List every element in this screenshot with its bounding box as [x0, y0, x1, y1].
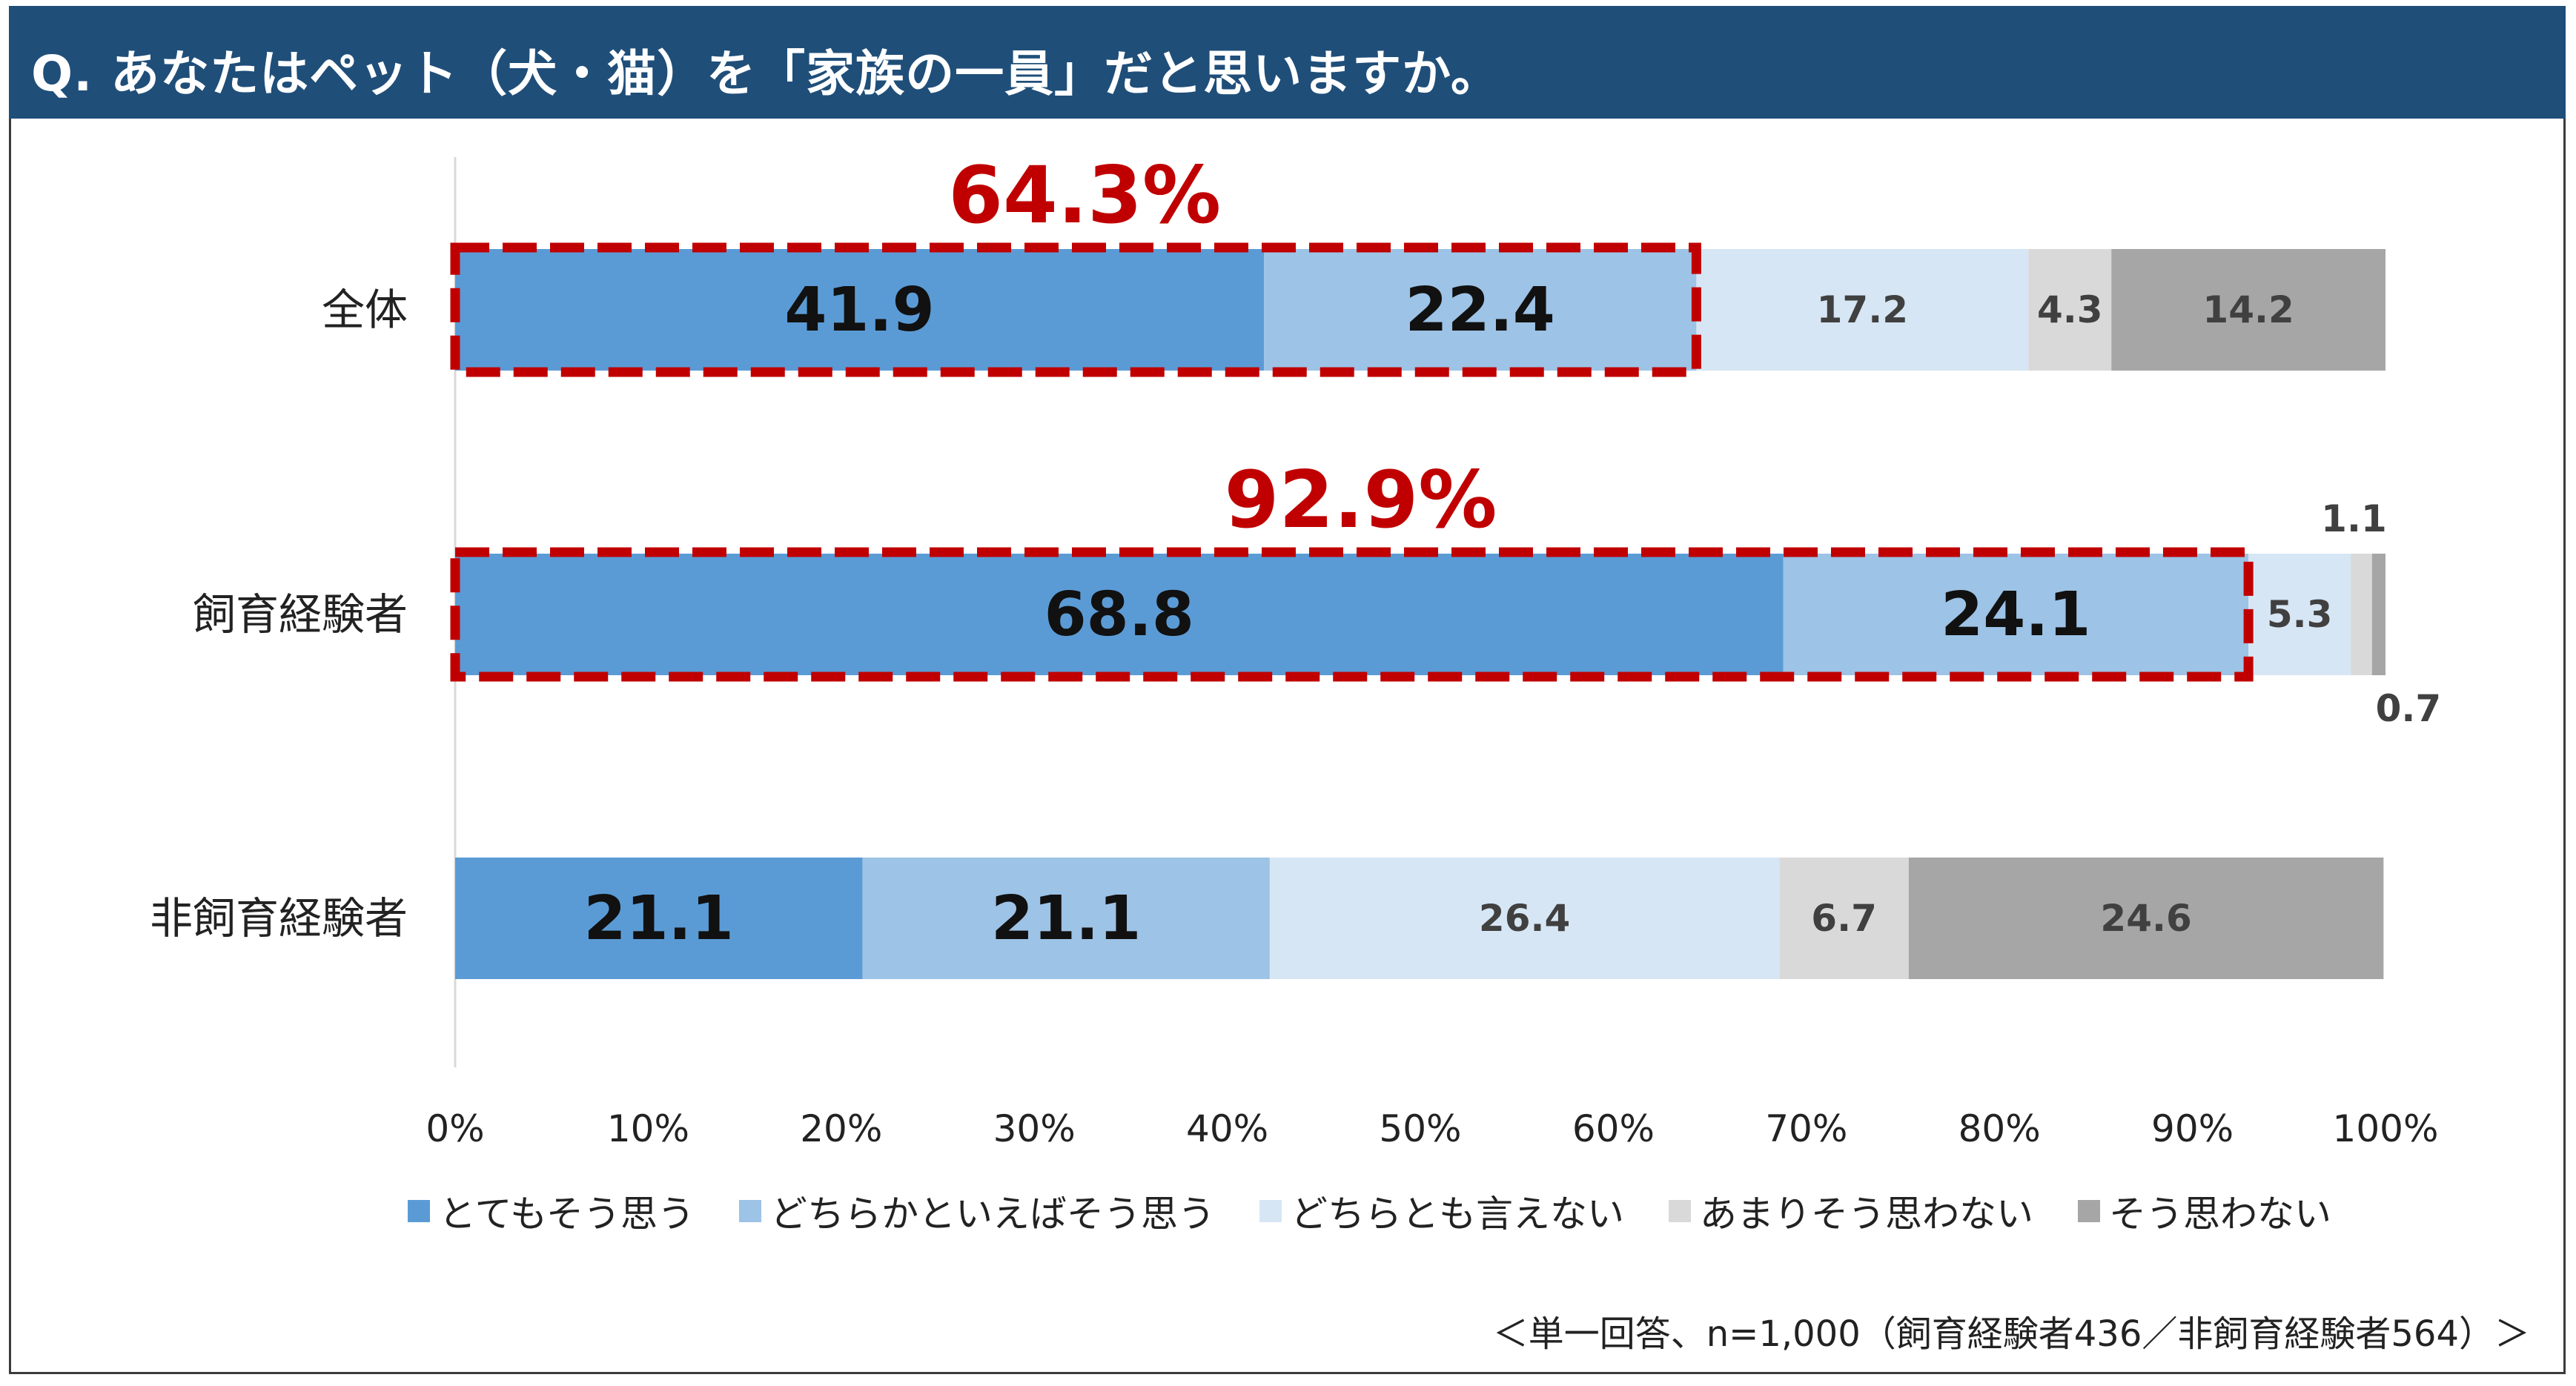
- legend-label: あまりそう思わない: [1700, 1193, 2033, 1236]
- x-tick-label: 90%: [2151, 1107, 2234, 1150]
- data-label: 6.7: [1811, 897, 1877, 940]
- legend-label: そう思わない: [2109, 1193, 2331, 1236]
- bar-segment: [2371, 554, 2385, 675]
- category-label: 非飼育経験者: [150, 893, 408, 944]
- legend-label: どちらかといえばそう思う: [770, 1193, 1215, 1236]
- x-tick-label: 100%: [2333, 1107, 2439, 1150]
- legend-item: どちらかといえばそう思う: [739, 1184, 1215, 1238]
- x-tick-label: 40%: [1186, 1107, 1268, 1150]
- bar-segment: [455, 249, 1265, 371]
- chart-legend: とてもそう思う どちらかといえばそう思う どちらとも言えない あまりそう思わない そう思…: [408, 1184, 2376, 1238]
- legend-label: どちらとも言えない: [1291, 1193, 1624, 1236]
- bar-segment: [455, 858, 863, 979]
- data-label: 68.8: [1044, 580, 1194, 650]
- legend-label: とてもそう思う: [439, 1193, 695, 1236]
- data-label: 41.9: [784, 275, 934, 345]
- highlight-total-label: 92.9%: [1225, 454, 1497, 546]
- data-label: 24.1: [1941, 580, 2090, 650]
- x-tick-label: 60%: [1572, 1107, 1655, 1150]
- x-tick-label: 20%: [800, 1107, 882, 1150]
- data-label: 14.2: [2202, 288, 2294, 331]
- category-label: 全体: [322, 285, 408, 335]
- data-label: 21.1: [991, 883, 1141, 954]
- data-label: 5.3: [2267, 593, 2333, 636]
- x-tick-label: 0%: [426, 1107, 484, 1150]
- sample-size-footnote: ＜単一回答、n=1,000（飼育経験者436／非飼育経験者564）＞: [1492, 1313, 2530, 1355]
- bar-segment: [1264, 249, 1697, 371]
- legend-swatch: [408, 1200, 430, 1222]
- bar-segment: [2248, 554, 2351, 675]
- bar-segment: [1779, 858, 1909, 979]
- legend-item: あまりそう思わない: [1669, 1184, 2033, 1238]
- legend-swatch: [2078, 1200, 2100, 1222]
- data-label: 4.3: [2037, 288, 2103, 331]
- legend-swatch: [1669, 1200, 1691, 1222]
- x-tick-label: 50%: [1379, 1107, 1461, 1150]
- bar-segment: [1908, 858, 2384, 979]
- legend-item: とてもそう思う: [408, 1184, 695, 1238]
- x-tick-label: 80%: [1959, 1107, 2041, 1150]
- bar-segment: [2351, 554, 2372, 675]
- question-title: Q. あなたはペット（犬・猫）を「家族の一員」だと思いますか。: [31, 45, 1500, 102]
- bar-segment: [1783, 554, 2249, 675]
- x-tick-label: 70%: [1765, 1107, 1847, 1150]
- category-label: 飼育経験者: [193, 589, 408, 640]
- x-tick-label: 30%: [993, 1107, 1076, 1150]
- bar-segment: [1696, 249, 2029, 371]
- question-header: Q. あなたはペット（犬・猫）を「家族の一員」だと思いますか。: [9, 6, 2566, 119]
- data-label: 22.4: [1405, 275, 1555, 345]
- x-tick-label: 10%: [607, 1107, 689, 1150]
- legend-swatch: [1259, 1200, 1282, 1222]
- bar-segment: [455, 554, 1784, 675]
- bar-segment: [2111, 249, 2385, 371]
- bar-segment: [1269, 858, 1780, 979]
- bar-segment: [862, 858, 1270, 979]
- data-label: 17.2: [1817, 288, 1908, 331]
- data-label: 1.1: [2321, 497, 2387, 540]
- legend-item: どちらとも言えない: [1259, 1184, 1624, 1238]
- legend-swatch: [739, 1200, 761, 1222]
- data-label: 24.6: [2100, 897, 2191, 940]
- legend-item: そう思わない: [2078, 1184, 2331, 1238]
- highlight-total-label: 64.3%: [948, 150, 1221, 241]
- data-label: 21.1: [584, 883, 734, 954]
- chart-frame: [9, 6, 2566, 1374]
- data-label: 0.7: [2376, 687, 2442, 730]
- highlight-dashed-box: [450, 547, 2254, 682]
- highlight-dashed-box: [450, 242, 1701, 377]
- bar-segment: [2028, 249, 2112, 371]
- data-label: 26.4: [1479, 897, 1570, 940]
